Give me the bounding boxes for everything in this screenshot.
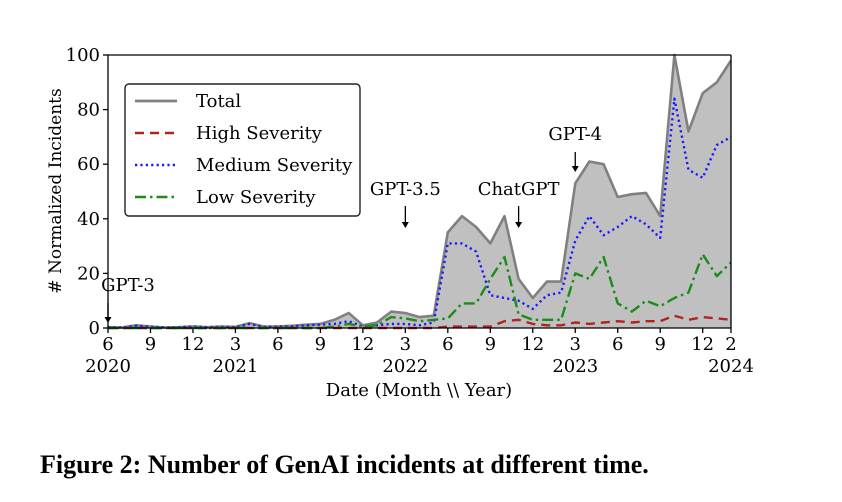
annotations: GPT-3 GPT-3.5 ChatGPT GPT-4: [101, 124, 602, 323]
x-tick-month-label: 12: [521, 334, 544, 355]
x-tick-month-label: 2: [725, 334, 736, 355]
x-tick-month-label: 9: [485, 334, 496, 355]
x-tick-year-label: 2020: [85, 356, 131, 377]
legend: Total High Severity Medium Severity Low Sev…: [124, 83, 361, 217]
y-tick-label: 80: [77, 100, 100, 121]
y-axis-label: # Normalized Incidents: [46, 88, 66, 293]
x-tick-year-label: 2022: [382, 356, 428, 377]
total-area-fill: [108, 55, 731, 328]
x-tick-month-label: 9: [654, 334, 665, 355]
y-tick-label: 100: [66, 45, 100, 66]
legend-entry-label: High Severity: [196, 123, 323, 144]
y-tick-label: 0: [89, 318, 100, 339]
x-tick-month-label: 6: [102, 334, 113, 355]
x-tick-year-label: 2021: [213, 356, 259, 377]
x-tick-month-label: 6: [442, 334, 453, 355]
x-tick-month-label: 9: [145, 334, 156, 355]
x-tick-month-label: 12: [351, 334, 374, 355]
annotation-arrowhead: [104, 317, 112, 323]
legend-entry-label: Low Severity: [196, 187, 316, 208]
annotation-arrowhead: [401, 222, 409, 228]
y-tick-label: 60: [77, 154, 100, 175]
figure-caption: Figure 2: Number of GenAI incidents at d…: [40, 450, 649, 479]
annotation-gpt-3: GPT-3: [101, 275, 155, 296]
series-line-medium-severity: [107, 97, 732, 329]
x-tick-month-label: 12: [691, 334, 714, 355]
x-tick-month-label: 3: [400, 334, 411, 355]
legend-box: [124, 83, 361, 217]
annotation-arrowhead: [515, 222, 523, 228]
x-tick-year-label: 2024: [708, 356, 754, 377]
x-tick-year-label: 2023: [552, 356, 598, 377]
legend-entry-label: Medium Severity: [196, 155, 353, 176]
annotation-chatgpt: ChatGPT: [478, 179, 560, 200]
plot-area: [107, 53, 733, 330]
annotation-arrowhead: [571, 166, 579, 172]
annotation-gpt-4: GPT-4: [548, 124, 602, 145]
x-tick-month-label: 6: [272, 334, 283, 355]
x-tick-month-label: 9: [315, 334, 326, 355]
x-tick-month-label: 3: [230, 334, 241, 355]
legend-entry-label: Total: [196, 91, 241, 112]
x-tick-month-label: 12: [182, 334, 205, 355]
x-tick-month-label: 6: [612, 334, 623, 355]
y-tick-label: 40: [77, 209, 100, 230]
annotation-gpt-3-5: GPT-3.5: [370, 179, 441, 200]
y-tick-label: 20: [77, 263, 100, 284]
x-tick-month-label: 3: [570, 334, 581, 355]
x-axis-label: Date (Month \\ Year): [326, 380, 512, 401]
